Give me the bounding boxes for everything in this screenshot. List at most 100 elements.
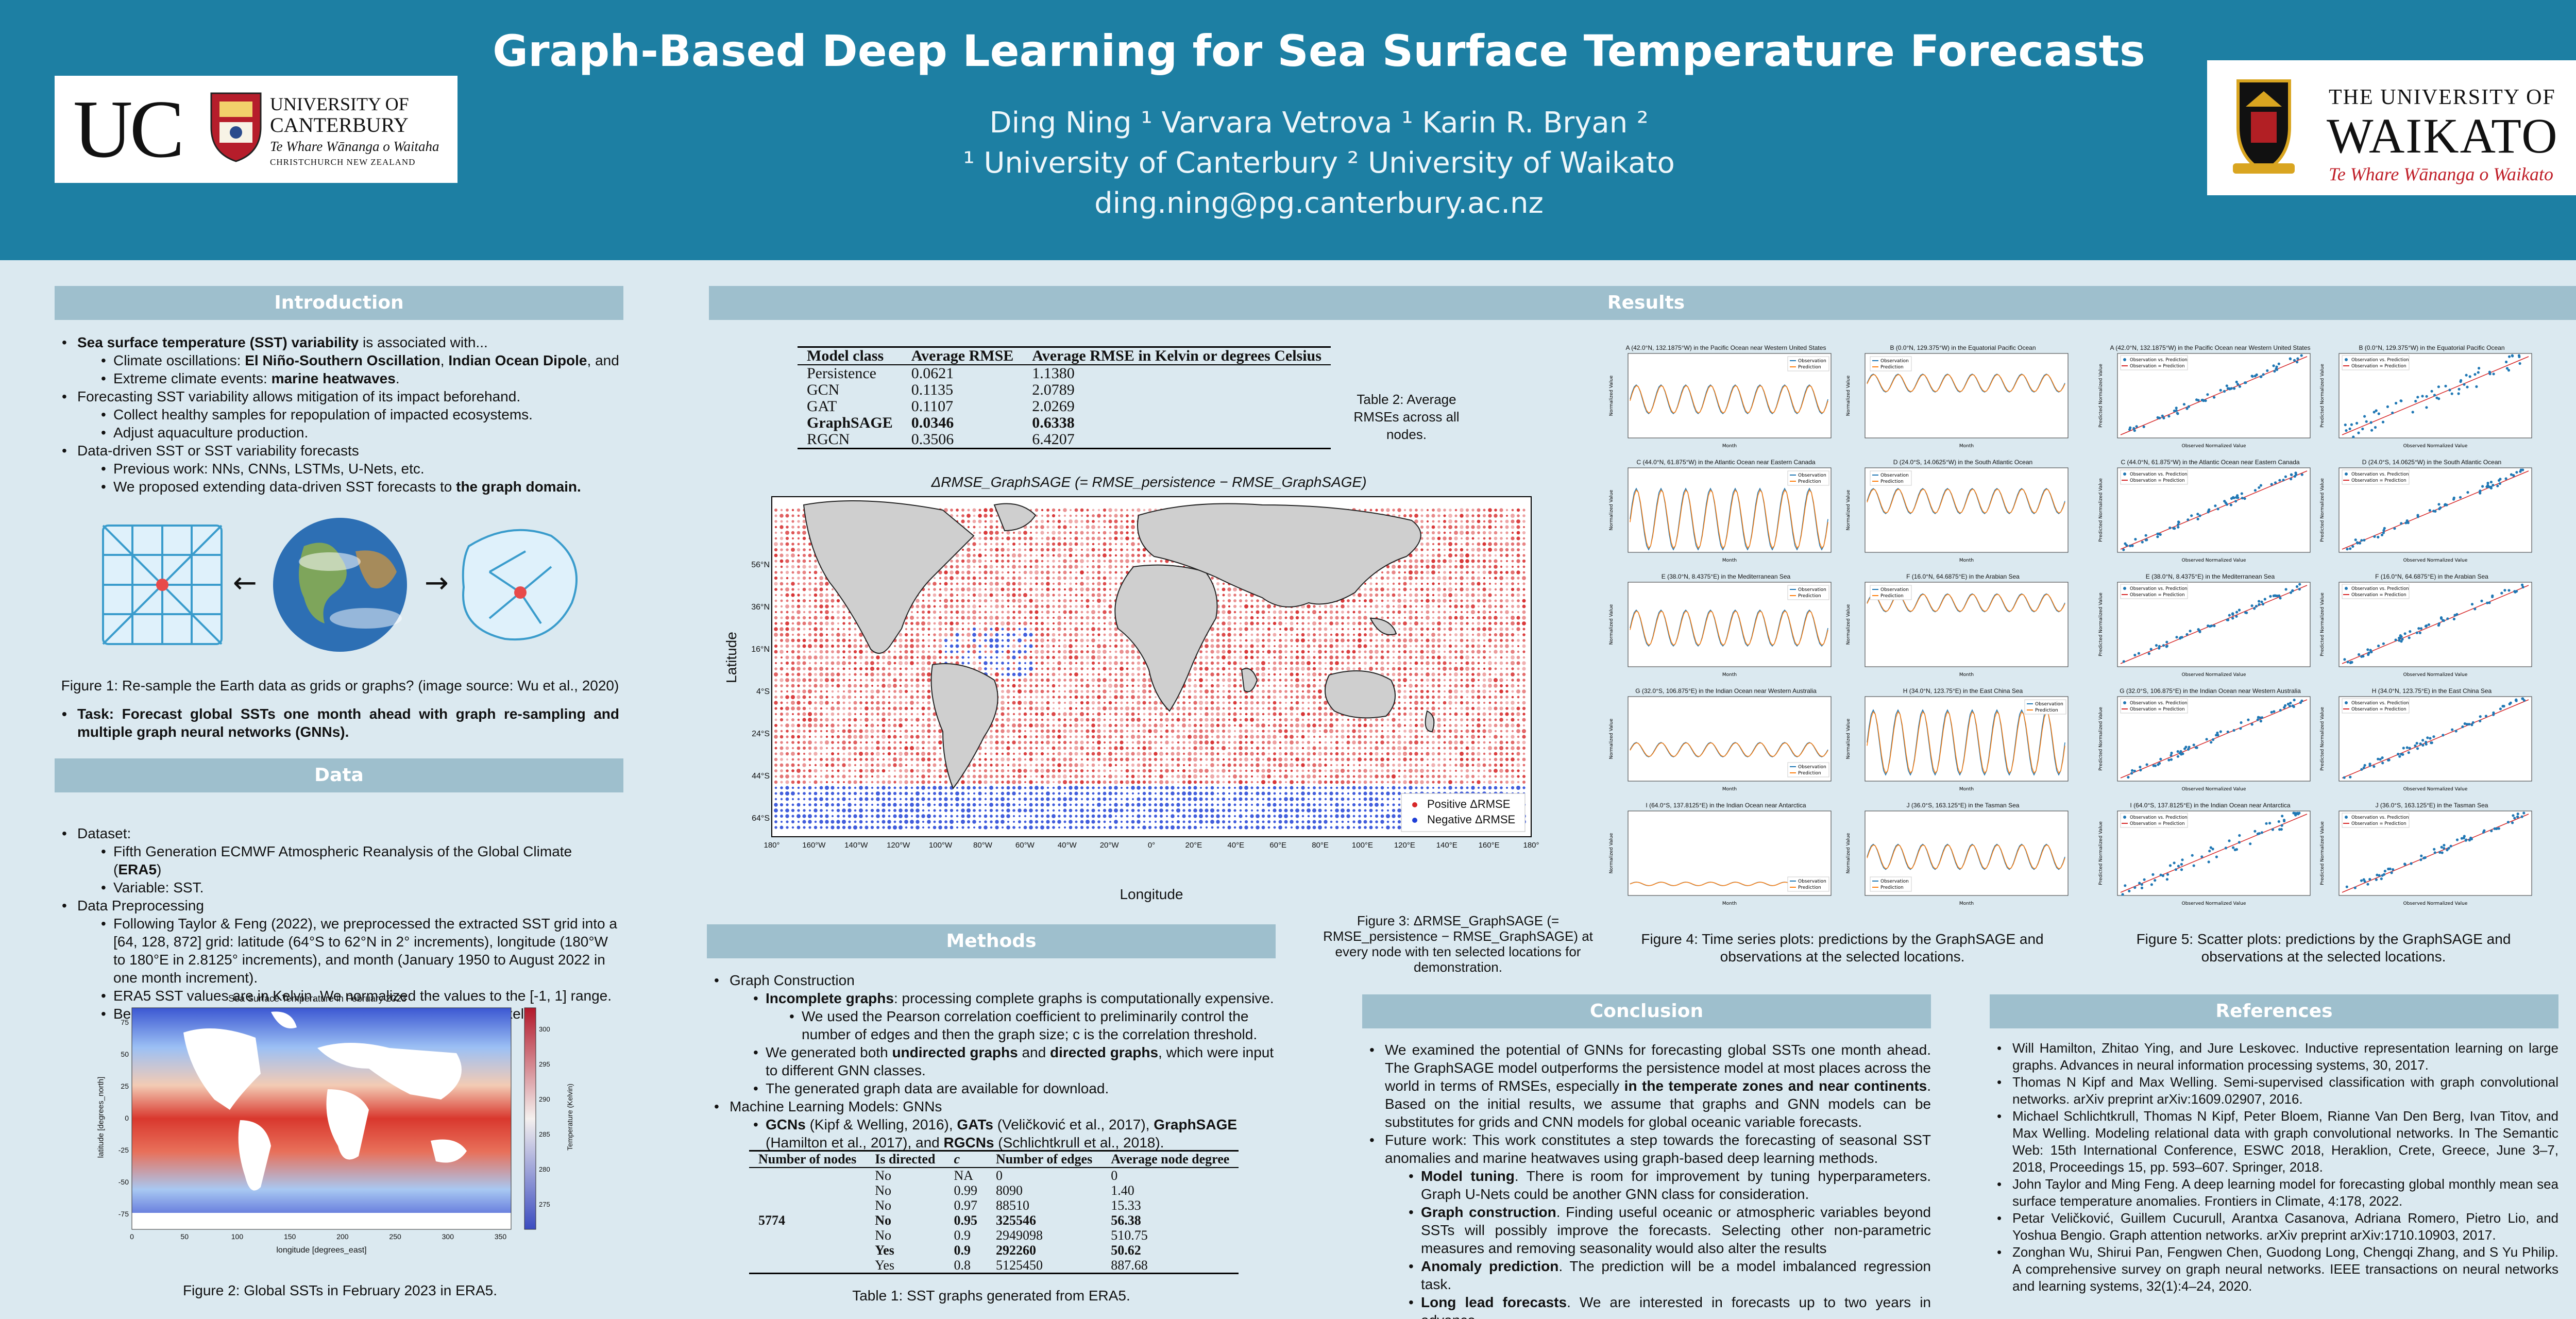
delta-rmse-dot [1080,712,1084,716]
delta-rmse-dot [1437,696,1440,699]
delta-rmse-dot [1052,605,1055,608]
delta-rmse-dot [1477,565,1481,569]
delta-rmse-dot [1091,655,1095,660]
delta-rmse-dot [1006,593,1010,597]
delta-rmse-dot [1329,650,1333,654]
delta-rmse-dot [1216,616,1219,619]
delta-rmse-dot [1318,684,1321,687]
delta-rmse-dot [933,628,936,631]
delta-rmse-dot [1097,531,1100,534]
delta-rmse-dot [910,678,914,682]
delta-rmse-dot [774,639,777,642]
delta-rmse-dot [1114,701,1117,704]
delta-rmse-dot [775,611,777,613]
delta-rmse-dot [779,536,784,540]
delta-rmse-dot [1290,638,1294,642]
delta-rmse-dot [1500,582,1503,585]
delta-rmse-dot [1046,644,1050,648]
delta-rmse-dot [808,707,811,710]
delta-rmse-dot [1290,627,1294,631]
delta-rmse-dot [1080,577,1083,580]
delta-rmse-dot [990,577,993,580]
delta-rmse-dot [848,701,851,704]
delta-rmse-dot [1278,616,1282,620]
delta-rmse-dot [1126,639,1129,642]
delta-rmse-dot [1443,571,1446,574]
author-names: Ding Ning ¹ Varvara Vetrova ¹ Karin R. B… [989,106,1649,140]
delta-rmse-dot [1398,696,1401,699]
delta-rmse-dot [1103,678,1107,682]
delta-rmse-dot [1109,628,1112,631]
delta-rmse-dot [934,577,936,579]
delta-rmse-dot [779,678,784,682]
delta-rmse-dot [1420,655,1424,660]
delta-rmse-dot [1239,672,1243,677]
delta-rmse-dot [1494,565,1498,569]
table2-row: GraphSAGE 0.0346 0.6338 [798,415,1331,431]
delta-rmse-dot [1199,673,1202,676]
delta-rmse-dot [1393,707,1395,709]
delta-rmse-dot [819,627,823,631]
delta-rmse-dot [1499,650,1503,654]
delta-rmse-dot [1086,560,1089,563]
delta-rmse-dot [989,548,993,552]
delta-rmse-dot [1035,520,1038,523]
delta-rmse-dot [950,656,953,659]
delta-rmse-dot [1262,696,1265,699]
delta-rmse-dot [814,599,817,602]
delta-rmse-dot [1301,690,1304,693]
delta-rmse-dot [1296,713,1299,716]
delta-rmse-dot [933,593,937,597]
delta-rmse-dot [933,650,936,653]
delta-rmse-dot [995,713,998,716]
delta-rmse-dot [1035,616,1039,620]
delta-rmse-dot [1131,655,1135,660]
delta-rmse-dot [1363,644,1367,648]
delta-rmse-dot [967,559,971,563]
delta-rmse-dot [1477,701,1480,704]
delta-rmse-dot [1494,542,1498,546]
delta-rmse-dot [899,661,903,665]
delta-rmse-dot [1035,576,1039,580]
delta-rmse-dot [1477,588,1480,591]
delta-rmse-dot [1397,508,1401,512]
delta-rmse-dot [1448,616,1452,620]
delta-rmse-dot [1437,638,1441,642]
delta-rmse-dot [1392,593,1396,597]
delta-rmse-dot [950,644,954,648]
delta-rmse-dot [1352,621,1356,625]
delta-rmse-dot [1018,679,1021,682]
delta-rmse-dot [1454,593,1458,597]
delta-rmse-dot [1454,616,1458,620]
delta-rmse-dot [978,531,981,534]
delta-rmse-dot [1437,582,1440,585]
delta-rmse-dot [865,701,868,704]
delta-rmse-dot [1063,667,1066,670]
delta-rmse-dot [956,628,959,631]
delta-rmse-dot [859,713,862,716]
delta-rmse-dot [1239,627,1243,631]
delta-rmse-dot [1499,587,1503,591]
delta-rmse-dot [1437,543,1440,546]
delta-rmse-dot [995,553,999,557]
delta-rmse-dot [848,707,851,710]
delta-rmse-dot [972,582,976,586]
delta-rmse-dot [1148,554,1151,557]
delta-rmse-dot [1420,520,1423,523]
delta-rmse-dot [1046,662,1049,665]
delta-rmse-dot [774,588,777,591]
delta-rmse-dot [1029,554,1032,557]
delta-rmse-dot [961,644,965,648]
delta-rmse-dot [1018,605,1021,608]
delta-rmse-dot [791,577,794,580]
delta-rmse-dot [1505,610,1509,614]
delta-rmse-dot [876,696,879,699]
delta-rmse-dot [1494,588,1497,591]
delta-rmse-dot [1239,690,1242,693]
delta-rmse-dot [1443,633,1446,636]
delta-rmse-dot [1114,565,1117,568]
delta-rmse-dot [1471,616,1475,619]
delta-rmse-dot [1205,712,1209,716]
delta-rmse-dot [978,588,981,591]
delta-rmse-dot [1477,599,1481,603]
